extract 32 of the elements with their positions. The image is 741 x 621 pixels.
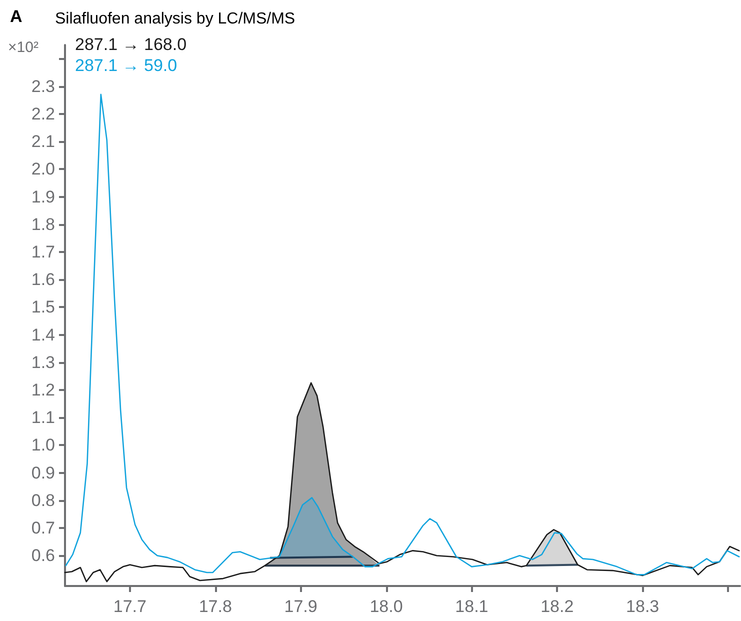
y-axis-title: ×10² <box>8 39 38 56</box>
y-tick-label: 1.5 <box>31 298 55 317</box>
y-tick-label: 0.6 <box>31 546 55 566</box>
line-series <box>65 94 740 576</box>
x-tick-label: 17.7 <box>113 597 146 616</box>
y-tick-label: 0.7 <box>31 518 55 538</box>
x-tick-label: 18.0 <box>370 597 403 616</box>
y-tick-label: 0.8 <box>31 490 55 510</box>
y-tick-label: 1.9 <box>31 187 55 206</box>
line-series <box>64 382 740 582</box>
y-tick-label: 0.9 <box>31 463 55 482</box>
y-tick-label: 1.3 <box>31 352 55 372</box>
y-tick-label: 2.3 <box>31 76 55 96</box>
x-tick-label: 17.9 <box>284 597 318 616</box>
x-tick-label: 18.1 <box>455 597 488 616</box>
x-tick-label: 17.8 <box>198 597 232 616</box>
text: 287.1 → 168.0 <box>75 35 187 54</box>
y-tick-label: 2.2 <box>31 104 55 124</box>
x-tick-label: 18.2 <box>540 597 574 616</box>
y-tick-label: 2.0 <box>31 160 55 179</box>
y-tick-label: 1.1 <box>31 408 55 428</box>
x-tick-label: 18.3 <box>626 597 660 616</box>
y-tick-label: 1.8 <box>31 214 55 234</box>
y-tick-label: 1.0 <box>31 436 55 455</box>
series-label: 287.1 → 59.0 <box>75 56 178 75</box>
y-tick-label: 1.7 <box>31 242 55 262</box>
chart-title: Silafluofen analysis by LC/MS/MS <box>55 10 296 28</box>
y-tick-label: 1.4 <box>31 325 55 344</box>
y-tick-label: 1.6 <box>31 270 55 290</box>
y-tick-label: 2.1 <box>31 132 55 152</box>
y-tick-label: 1.2 <box>31 380 55 400</box>
text: A <box>10 7 22 26</box>
